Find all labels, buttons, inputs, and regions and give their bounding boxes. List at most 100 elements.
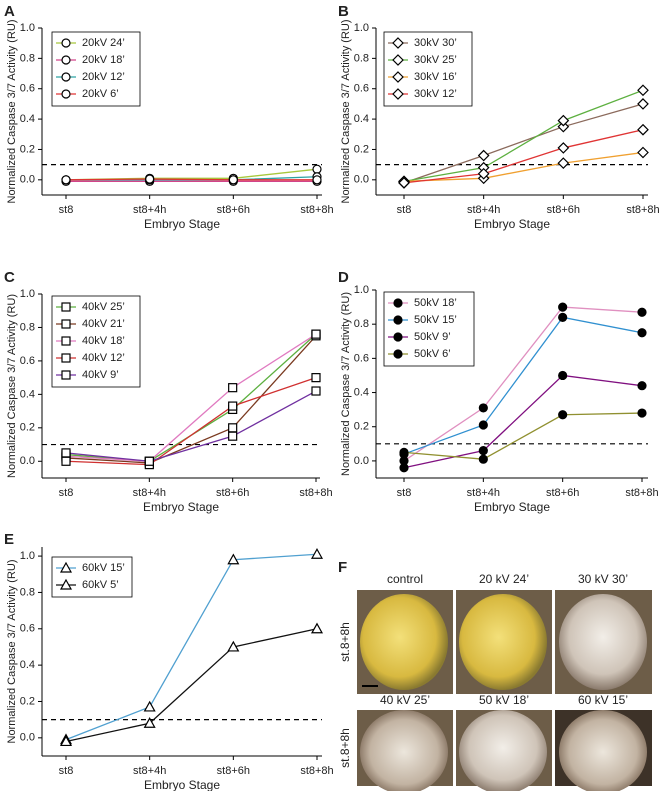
legend-label: 40kV 25’ (82, 301, 125, 313)
y-tick-label: 0.0 (354, 174, 369, 186)
y-tick-label: 0.4 (20, 113, 35, 125)
marker (143, 717, 156, 728)
x-tick-label: st8+8h (300, 765, 333, 777)
y-axis-title: Normalized Caspase 3/7 Activity (RU) (340, 19, 352, 203)
y-tick-label: 0.6 (20, 623, 35, 635)
marker (558, 312, 568, 322)
panel-letter: B (338, 3, 349, 20)
x-tick-label: st8+4h (133, 204, 166, 216)
y-tick-label: 0.8 (20, 321, 35, 333)
legend-marker (61, 319, 71, 329)
legend-marker (61, 72, 71, 82)
legend-label: 30kV 30’ (414, 37, 457, 49)
y-tick-label: 0.2 (354, 421, 369, 433)
marker (637, 146, 649, 159)
x-tick-label: st8 (59, 765, 74, 777)
series-line (65, 178, 317, 181)
series-line (65, 628, 318, 743)
row-label: st.8+8h (338, 622, 352, 662)
marker (228, 175, 238, 185)
legend-label: 60kV 15’ (82, 562, 125, 574)
legend-label: 40kV 12’ (82, 352, 125, 364)
x-tick-label: st8+8h (299, 487, 332, 499)
embryo-image (559, 594, 647, 690)
series-line (403, 412, 643, 460)
legend-marker (61, 336, 71, 346)
series-line (403, 151, 644, 182)
y-tick-label: 0.4 (354, 113, 369, 125)
marker (143, 700, 156, 712)
row-label: st.8+8h (338, 728, 352, 768)
y-axis-title: Normalized Caspase 3/7 Activity (RU) (6, 294, 18, 478)
marker (399, 447, 409, 457)
series-line (403, 374, 643, 469)
x-tick-label: st8 (59, 487, 74, 499)
marker (557, 157, 570, 169)
series-line (65, 377, 317, 466)
x-tick-label: st8+6h (547, 204, 580, 216)
marker (637, 408, 647, 418)
legend-marker (61, 370, 71, 380)
marker (637, 123, 649, 136)
marker (558, 410, 568, 420)
series-line (403, 89, 644, 182)
marker (478, 446, 488, 456)
legend-marker (393, 332, 403, 342)
marker (478, 403, 488, 413)
image-label: 60 kV 15’ (578, 693, 628, 707)
y-tick-label: 1.0 (354, 22, 369, 34)
marker (228, 383, 238, 393)
legend-label: 40kV 18’ (82, 335, 125, 347)
image-label: 50 kV 18’ (479, 693, 529, 707)
marker (557, 120, 570, 133)
marker (398, 177, 410, 189)
embryo-image (459, 710, 547, 791)
series-line (65, 390, 317, 462)
x-axis-title: Embryo Stage (144, 778, 220, 791)
legend-label: 20kV 24’ (82, 37, 125, 49)
image-label: control (387, 572, 423, 586)
y-tick-label: 0.6 (20, 83, 35, 95)
marker (310, 548, 324, 559)
y-tick-label: 0.0 (20, 174, 35, 186)
y-tick-label: 0.2 (20, 695, 35, 707)
marker (558, 302, 568, 312)
marker (61, 448, 71, 458)
y-tick-label: 1.0 (354, 284, 369, 296)
y-tick-label: 1.0 (20, 288, 35, 300)
legend-marker (393, 315, 403, 325)
x-axis-title: Embryo Stage (144, 217, 220, 231)
y-tick-label: 0.8 (20, 586, 35, 598)
legend-label: 30kV 16’ (414, 71, 457, 83)
marker (477, 167, 490, 180)
series-line (403, 103, 644, 184)
x-tick-label: st8+8h (626, 204, 659, 216)
legend-label: 50kV 9’ (414, 331, 451, 343)
x-tick-label: st8 (59, 204, 74, 216)
y-tick-label: 0.8 (354, 318, 369, 330)
y-tick-label: 0.8 (354, 52, 369, 64)
legend-marker (392, 88, 404, 100)
y-tick-label: 0.4 (20, 659, 35, 671)
marker (478, 454, 488, 464)
marker (311, 373, 321, 383)
marker (310, 622, 324, 634)
marker (399, 463, 409, 473)
marker (145, 174, 155, 184)
marker (311, 386, 321, 396)
x-tick-label: st8+6h (217, 765, 250, 777)
y-tick-label: 0.0 (20, 732, 35, 744)
x-tick-label: st8+6h (546, 487, 579, 499)
legend-marker (392, 54, 404, 66)
series-line (403, 316, 643, 455)
y-tick-label: 0.0 (20, 455, 35, 467)
panel-letter: D (338, 269, 349, 286)
x-tick-label: st8+4h (133, 765, 166, 777)
legend-label: 50kV 15’ (414, 314, 457, 326)
embryo-image (360, 594, 448, 690)
y-tick-label: 0.8 (20, 52, 35, 64)
embryo-image (459, 594, 547, 690)
legend-label: 20kV 18’ (82, 54, 125, 66)
marker (637, 328, 647, 338)
y-axis-title: Normalized Caspase 3/7 Activity (RU) (340, 292, 352, 476)
